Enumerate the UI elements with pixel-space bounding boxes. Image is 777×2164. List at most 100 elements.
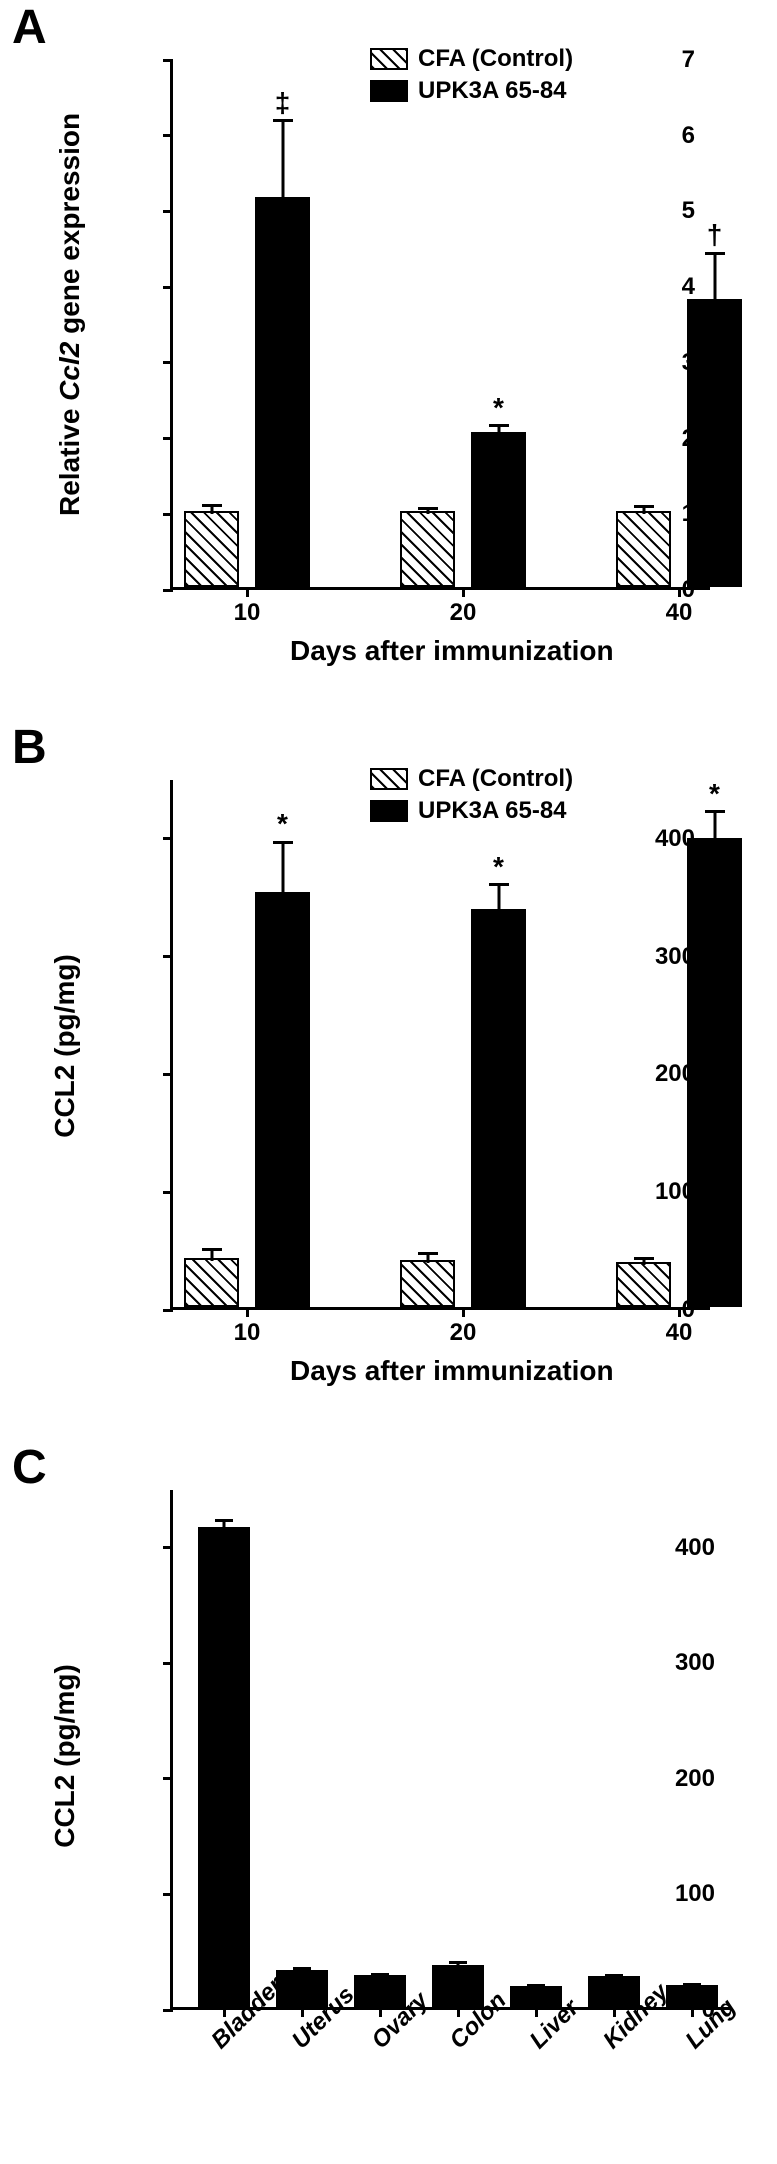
x-tick-label: 40 — [666, 1319, 693, 1347]
panel-c: C 0100200300400 BladderUterusOvaryColonL… — [0, 1440, 777, 2160]
error-cap — [273, 119, 293, 122]
error-cap — [489, 424, 509, 427]
panel-a-y-axis-label: Relative Ccl2 gene expression — [54, 136, 86, 516]
x-tick-label: 10 — [234, 599, 261, 627]
legend-text: CFA (Control) — [418, 45, 573, 73]
error-bar — [713, 253, 716, 302]
error-cap — [293, 1967, 311, 1970]
legend-row: CFA (Control) — [370, 765, 573, 793]
error-bar — [223, 1520, 226, 1530]
y-tick — [163, 59, 173, 62]
bar — [184, 1258, 239, 1307]
y-tick — [163, 437, 173, 440]
significance-marker: * — [493, 851, 504, 883]
y-tick-label: 400 — [675, 1534, 715, 1562]
x-tick — [535, 2007, 538, 2017]
panel-b-chart: 0100200300400 *** 102040 — [170, 780, 710, 1310]
legend-row: UPK3A 65-84 — [370, 77, 573, 105]
y-tick — [163, 513, 173, 516]
y-tick — [163, 134, 173, 137]
y-tick — [163, 361, 173, 364]
error-bar — [281, 121, 284, 201]
legend-text: UPK3A 65-84 — [418, 77, 567, 105]
panel-c-label: C — [12, 1440, 47, 1495]
y-tick — [163, 1073, 173, 1076]
legend-text: CFA (Control) — [418, 765, 573, 793]
bar — [255, 197, 310, 587]
bar — [255, 892, 310, 1307]
error-bar — [210, 1250, 213, 1261]
y-tick — [163, 1893, 173, 1896]
error-cap — [215, 1519, 233, 1522]
y-tick-label: 5 — [682, 197, 695, 225]
panel-c-chart: 0100200300400 BladderUterusOvaryColonLiv… — [170, 1490, 730, 2010]
x-tick — [678, 1307, 681, 1317]
error-cap — [489, 883, 509, 886]
error-cap — [705, 252, 725, 255]
panel-a-label: A — [12, 0, 47, 55]
figure-root: A 01234567 ‡*† 102040 Relative Ccl2 gene… — [0, 0, 777, 2164]
y-tick — [163, 1309, 173, 1312]
y-tick — [163, 210, 173, 213]
y-tick-label: 200 — [675, 1765, 715, 1793]
y-tick — [163, 589, 173, 592]
panel-a-legend: CFA (Control) UPK3A 65-84 — [370, 45, 573, 105]
bar — [687, 299, 742, 587]
error-cap — [683, 1983, 701, 1986]
x-tick-label: 10 — [234, 1319, 261, 1347]
y-tick — [163, 837, 173, 840]
x-tick — [678, 587, 681, 597]
error-bar — [713, 812, 716, 841]
bar — [687, 838, 742, 1307]
y-tick-label: 300 — [675, 1649, 715, 1677]
panel-b-legend: CFA (Control) UPK3A 65-84 — [370, 765, 573, 825]
x-tick-label: 40 — [666, 599, 693, 627]
error-cap — [705, 810, 725, 813]
bar — [400, 1260, 455, 1307]
error-bar — [497, 885, 500, 912]
error-cap — [273, 841, 293, 844]
legend-swatch-hatched — [370, 48, 408, 70]
y-tick-label: 6 — [682, 122, 695, 150]
error-cap — [202, 1248, 222, 1251]
x-tick-label: 20 — [450, 599, 477, 627]
y-tick — [163, 1777, 173, 1780]
error-cap — [605, 1974, 623, 1977]
legend-row: CFA (Control) — [370, 45, 573, 73]
error-cap — [527, 1984, 545, 1987]
bar — [616, 511, 671, 587]
x-tick — [246, 1307, 249, 1317]
panel-c-y-axis-label: CCL2 (pg/mg) — [49, 1656, 81, 1856]
error-cap — [418, 507, 438, 510]
x-tick — [691, 2007, 694, 2017]
x-tick — [379, 2007, 382, 2017]
panel-a-chart: 01234567 ‡*† 102040 — [170, 60, 710, 590]
bar — [184, 511, 239, 587]
panel-b-label: B — [12, 720, 47, 775]
x-tick — [462, 587, 465, 597]
panel-b-y-axis-label: CCL2 (pg/mg) — [49, 946, 81, 1146]
legend-row: UPK3A 65-84 — [370, 797, 573, 825]
error-bar — [281, 842, 284, 895]
error-cap — [418, 1252, 438, 1255]
error-cap — [371, 1973, 389, 1976]
y-tick-label: 100 — [675, 1880, 715, 1908]
significance-marker: * — [277, 808, 288, 840]
panel-a: A 01234567 ‡*† 102040 Relative Ccl2 gene… — [0, 0, 777, 700]
x-tick-label: 20 — [450, 1319, 477, 1347]
y-tick-label: 4 — [682, 273, 695, 301]
y-tick — [163, 1662, 173, 1665]
significance-marker: ‡ — [275, 87, 291, 119]
legend-text: UPK3A 65-84 — [418, 797, 567, 825]
panel-b-x-axis-label: Days after immunization — [290, 1355, 614, 1387]
significance-marker: * — [709, 778, 720, 810]
bar — [432, 1965, 484, 2007]
bar — [400, 511, 455, 587]
legend-swatch-solid — [370, 800, 408, 822]
y-tick — [163, 1191, 173, 1194]
bar — [616, 1262, 671, 1307]
significance-marker: † — [707, 219, 723, 251]
bar — [471, 909, 526, 1307]
x-tick — [613, 2007, 616, 2017]
error-cap — [634, 505, 654, 508]
